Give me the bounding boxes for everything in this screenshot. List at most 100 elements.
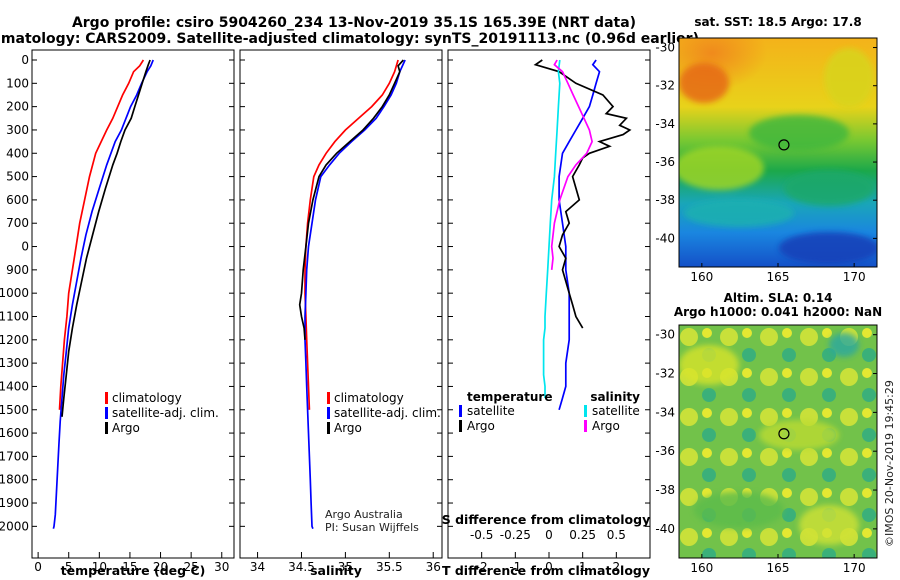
x-tick-label: 30 [214, 560, 229, 574]
map-lat-tick-label: -36 [655, 155, 675, 169]
depth-tick-label: 900 [6, 263, 29, 277]
map-lat-tick-label: -32 [655, 79, 675, 93]
sla-map-panel: Altim. SLA: 0.14 Argo h1000: 0.041 h2000… [655, 291, 882, 575]
legend-climatology: climatology [334, 391, 404, 405]
temperature-plot-frame [31, 49, 235, 559]
x-tick-label: 0 [545, 560, 553, 574]
x-tick-label: 34 [250, 560, 265, 574]
legend-swatch-t-satellite [459, 405, 462, 417]
map-lon-tick-label: 170 [843, 270, 866, 284]
legend-salinity-header: salinity [590, 390, 640, 404]
depth-axis-ticks: 0 100 200 300 400 500 600 700 0 900 1000 1100 1200 13… [0, 53, 234, 533]
difference-panel: -2 -1 0 1 2 -0.5 -0.25 0 0.25 0.5 T difference f… [442, 49, 651, 578]
map-lon-tick-label: 165 [767, 270, 790, 284]
map-lat-tick-label: -34 [655, 117, 675, 131]
depth-tick-label: 1000 [0, 286, 29, 300]
salinity-series [298, 59, 406, 529]
depth-tick-label: 0 [21, 53, 29, 67]
legend-argo: Argo [334, 421, 362, 435]
salinity-x-ticks: 34 34.5 35 35.5 36 [250, 552, 441, 574]
sst-map-image [679, 38, 877, 267]
map-lat-tick-label: -38 [655, 483, 675, 497]
salinity-panel: 34 34.5 35 35.5 36 salinity climatology sate… [239, 49, 443, 578]
difference-legend: temperature satellite Argo salinity sate… [459, 390, 640, 433]
legend-satellite: satellite-adj. clim. [112, 406, 219, 420]
series-line-argo [298, 59, 405, 340]
figure-title-line2: Climatology: CARS2009. Satellite-adjuste… [0, 31, 699, 47]
map-lon-tick-label: 160 [690, 561, 713, 575]
series-line-satellite-adj-clim- [304, 59, 406, 529]
x2-tick-label: -0.25 [500, 528, 531, 542]
legend-s-satellite: satellite [592, 404, 640, 418]
legend-swatch-s-argo [584, 420, 587, 432]
legend-climatology: climatology [112, 391, 182, 405]
legend-s-argo: Argo [592, 419, 620, 433]
legend-t-argo: Argo [467, 419, 495, 433]
depth-tick-label: 1900 [0, 496, 29, 510]
map-lon-tick-label: 170 [843, 561, 866, 575]
legend-swatch-argo [327, 422, 330, 434]
x-tick-label: 15 [122, 560, 137, 574]
difference-x-label: T difference from climatology [442, 563, 650, 578]
map-lat-tick-label: -30 [655, 41, 675, 55]
map-lat-tick-label: -38 [655, 193, 675, 207]
sla-map-ticks: 160 165 170 -30 -32 -34 -36 -38 -40 [655, 328, 877, 575]
legend-satellite: satellite-adj. clim. [334, 406, 441, 420]
legend-temperature-header: temperature [467, 390, 552, 404]
map-lat-tick-label: -40 [655, 231, 675, 245]
x-tick-label: 36 [426, 560, 441, 574]
depth-tick-label: 1300 [0, 356, 29, 370]
depth-tick-label: 300 [6, 123, 29, 137]
legend-swatch-argo [105, 422, 108, 434]
depth-tick-label: 600 [6, 193, 29, 207]
depth-tick-label: 1700 [0, 449, 29, 463]
sst-map-title: sat. SST: 18.5 Argo: 17.8 [694, 15, 861, 29]
temperature-x-label: temperature (deg C) [61, 563, 206, 578]
x2-tick-label: 0 [545, 528, 553, 542]
legend-argo: Argo [112, 421, 140, 435]
legend-swatch-climatology [105, 392, 108, 404]
legend-swatch-satellite [105, 407, 108, 419]
argo-position-marker [778, 139, 790, 151]
salinity-y-ticks [240, 59, 442, 527]
map-lat-tick-label: -34 [655, 405, 675, 419]
sst-map-ticks: 160 165 170 -30 -32 -34 -36 -38 -40 [655, 41, 877, 284]
x-tick-label: 20 [153, 560, 168, 574]
depth-tick-label: 1800 [0, 473, 29, 487]
x-tick-label: -1 [509, 560, 521, 574]
depth-tick-label: 1400 [0, 379, 29, 393]
series-line-s-satellite [542, 59, 561, 399]
series-line-t-satellite [558, 59, 601, 411]
legend-swatch-s-satellite [584, 405, 587, 417]
x-tick-label: 10 [92, 560, 107, 574]
map-lat-tick-label: -30 [655, 328, 675, 342]
x-tick-label: 35.5 [376, 560, 403, 574]
salinity-legend: climatology satellite-adj. clim. Argo [327, 391, 441, 435]
x-tick-label: 0 [34, 560, 42, 574]
depth-tick-label: 1100 [0, 309, 29, 323]
series-line-s-argo [550, 59, 593, 270]
depth-tick-label: 500 [6, 170, 29, 184]
argo-position-marker [778, 428, 790, 440]
salinity-x-label: salinity [310, 563, 362, 578]
map-lat-tick-label: -36 [655, 444, 675, 458]
sst-map-panel: sat. SST: 18.5 Argo: 17.8 160 165 170 -30 -3… [655, 15, 878, 284]
credit-line1: Argo Australia [325, 508, 403, 521]
depth-tick-label: 1500 [0, 403, 29, 417]
map-lon-tick-label: 160 [690, 270, 713, 284]
x2-tick-label: -0.5 [470, 528, 493, 542]
x2-tick-label: 0.25 [569, 528, 596, 542]
difference-x2-label: S difference from climatology [442, 512, 651, 527]
legend-swatch-t-argo [459, 420, 462, 432]
depth-tick-label: 2000 [0, 519, 29, 533]
legend-swatch-climatology [327, 392, 330, 404]
x-tick-label: 35 [338, 560, 353, 574]
series-line-satellite-adj-clim- [52, 59, 154, 529]
map-lat-tick-label: -32 [655, 367, 675, 381]
credit-line2: PI: Susan Wijffels [325, 521, 419, 534]
x-tick-label: -2 [476, 560, 488, 574]
depth-tick-label: 400 [6, 146, 29, 160]
figure-title-line1: Argo profile: csiro 5904260_234 13-Nov-2… [72, 15, 636, 31]
temperature-panel: 0100200300400500600700090010001100120013… [0, 49, 235, 578]
